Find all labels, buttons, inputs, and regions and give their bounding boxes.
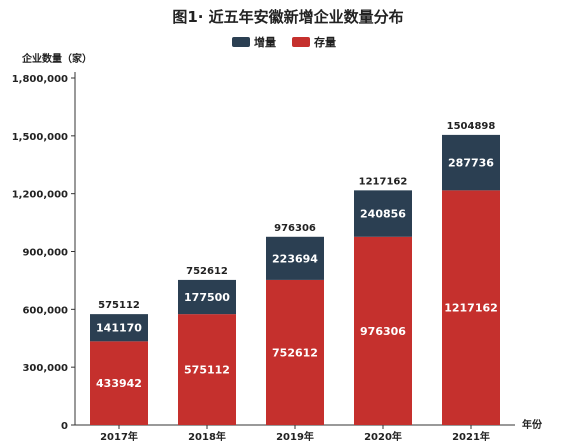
bar-stock — [442, 190, 500, 425]
legend-swatch — [232, 37, 250, 47]
bars-group: 4339421411705751125751121775007526127526… — [90, 121, 500, 425]
bar-group: 752612 223694 976306 — [266, 223, 324, 425]
y-tick-label: 0 — [61, 421, 68, 432]
x-tick-label: 2018年 — [188, 430, 226, 443]
legend-label: 存量 — [314, 35, 336, 49]
legend: 增量 存量 — [232, 35, 336, 49]
x-tick-label: 2017年 — [100, 430, 138, 443]
bar-group: 976306 240856 1217162 — [354, 176, 412, 425]
bar-increment — [442, 134, 500, 191]
y-axis: 0 300,000 600,000 900,000 1,200,000 1,500,000… — [12, 72, 76, 432]
bar-group: 1217162 287736 1504898 — [442, 121, 500, 425]
legend-label: 增量 — [254, 35, 276, 49]
bar-group: 575112 177500 752612 — [178, 266, 236, 425]
y-tick-label: 1,200,000 — [12, 190, 68, 201]
increment-value-label: 141170 — [96, 322, 142, 335]
bar-stock — [90, 341, 148, 425]
bar-increment — [354, 190, 412, 237]
y-tick-label: 600,000 — [22, 305, 68, 316]
y-tick-label: 1,800,000 — [12, 74, 68, 85]
y-tick-label: 300,000 — [22, 363, 68, 374]
x-tick-label: 2019年 — [276, 430, 314, 443]
legend-swatch — [292, 37, 310, 47]
total-value-label: 575112 — [98, 300, 140, 311]
y-axis-title: 企业数量（家） — [21, 52, 92, 65]
total-value-label: 1217162 — [359, 176, 408, 187]
x-axis-title: 年份 — [522, 418, 543, 431]
stock-value-label: 752612 — [272, 346, 318, 359]
bar-increment — [178, 279, 236, 315]
increment-value-label: 223694 — [272, 252, 318, 265]
total-value-label: 976306 — [274, 223, 316, 234]
bar-stock — [178, 314, 236, 425]
y-tick-label: 900,000 — [22, 248, 68, 259]
stock-value-label: 1217162 — [444, 302, 498, 315]
total-value-label: 1504898 — [447, 121, 496, 132]
chart-title: 图1· 近五年安徽新增企业数量分布 — [172, 8, 403, 26]
bar-increment — [266, 236, 324, 280]
increment-value-label: 240856 — [360, 208, 406, 221]
x-axis: 2017年 2018年 2019年 2020年 2021年 — [75, 424, 515, 443]
bar-group: 433942 141170 575112 — [90, 300, 148, 425]
increment-value-label: 177500 — [184, 291, 230, 304]
bar-stock — [354, 236, 412, 425]
stock-value-label: 976306 — [360, 325, 406, 338]
stock-value-label: 433942 — [96, 377, 142, 390]
y-tick-label: 1,500,000 — [12, 132, 68, 143]
x-tick-label: 2021年 — [452, 430, 490, 443]
increment-value-label: 287736 — [448, 157, 494, 170]
bar-stock — [266, 279, 324, 425]
bar-increment — [90, 314, 148, 342]
x-tick-label: 2020年 — [364, 430, 402, 443]
stock-value-label: 575112 — [184, 364, 230, 377]
total-value-label: 752612 — [186, 266, 228, 277]
